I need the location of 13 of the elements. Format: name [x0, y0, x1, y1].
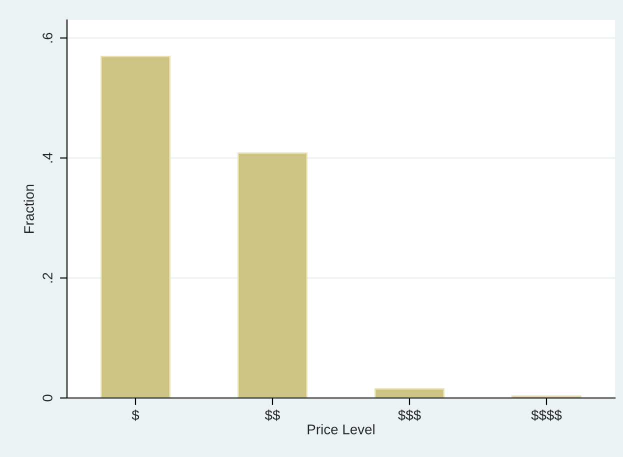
- y-tick-label: .4: [42, 152, 52, 163]
- y-tick-label: 0: [42, 394, 52, 402]
- y-axis-title: Fraction: [24, 184, 34, 233]
- x-tick-label: $$: [264, 410, 280, 421]
- x-tick-label: $$$$: [531, 410, 562, 421]
- bar: [100, 56, 170, 398]
- bar: [238, 152, 308, 398]
- x-tick-label: $: [132, 410, 140, 421]
- x-tick-label: $$$: [398, 410, 421, 421]
- x-axis-title: Price Level: [308, 424, 374, 434]
- y-tick-label: .2: [42, 272, 52, 283]
- y-tick-label: .6: [42, 32, 52, 43]
- bar: [374, 388, 444, 398]
